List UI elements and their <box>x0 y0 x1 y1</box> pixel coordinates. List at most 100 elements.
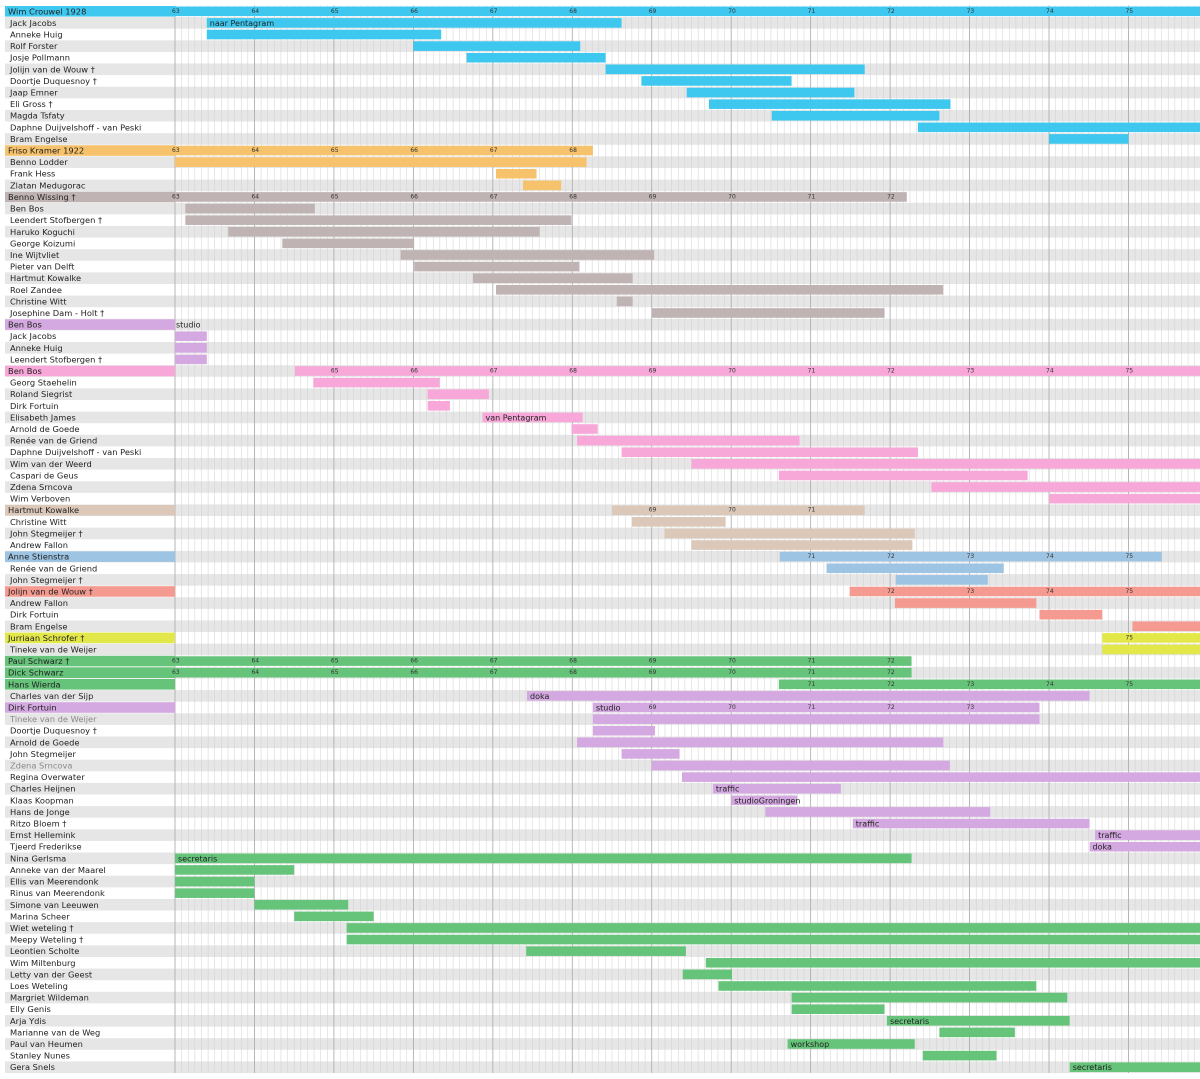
year-label: 71 <box>808 669 816 676</box>
row-stripe <box>5 968 1200 981</box>
tenure-bar <box>414 261 580 272</box>
year-label: 67 <box>490 658 498 665</box>
person-name: Ernst Hellemink <box>10 830 76 840</box>
year-label: 71 <box>808 193 816 200</box>
tenure-bar <box>894 598 1037 608</box>
person-name: Anneke van der Maarel <box>10 865 106 875</box>
person-name: Daphne Duijvelshoff - van Peski <box>10 447 141 457</box>
group-bar <box>778 679 1200 690</box>
person-name: Andrew Fallon <box>10 598 68 608</box>
year-label: 67 <box>490 147 498 154</box>
group-label-band <box>5 702 175 713</box>
person-name: Daphne Duijvelshoff - van Peski <box>10 122 141 132</box>
tenure-bar <box>1095 830 1200 840</box>
tenure-bar <box>523 180 562 191</box>
tenure-bar <box>686 87 855 98</box>
person-name: Charles Heijnen <box>10 784 76 794</box>
group-bar <box>175 145 593 156</box>
group-bar <box>1102 633 1200 643</box>
year-label: 63 <box>172 658 180 665</box>
tenure-bar <box>175 876 255 887</box>
row-stripe <box>5 86 1200 99</box>
year-label: 66 <box>410 8 418 15</box>
year-label: 72 <box>887 681 895 688</box>
person-name: Zdena Srncova <box>10 482 72 492</box>
person-name: Margriet Wildeman <box>10 993 89 1003</box>
person-name: Stanley Nunes <box>10 1051 70 1061</box>
person-name: Elisabeth James <box>10 412 76 422</box>
tenure-bar <box>592 714 1040 724</box>
year-label: 75 <box>1125 553 1133 560</box>
year-label: 66 <box>410 669 418 676</box>
person-name: Zlatan Medugorac <box>10 180 86 190</box>
rows: 63 64 65 66 67 68 69 70 71 72 73 74 75 Wim Crouwel 19… <box>5 6 1200 1072</box>
tenure-bar <box>592 725 655 736</box>
person-name: Jolijn van de Wouw † <box>9 64 95 74</box>
year-label: 70 <box>728 704 736 711</box>
person-name: Bram Engelse <box>10 134 68 144</box>
row-stripe <box>5 875 1200 888</box>
tenure-bar <box>294 911 374 922</box>
tenure-bar <box>346 934 1200 945</box>
bar-label: traffic <box>856 820 879 829</box>
tenure-bar <box>185 203 315 214</box>
year-label: 67 <box>490 193 498 200</box>
tenure-bar <box>571 424 598 434</box>
year-label: 71 <box>808 8 816 15</box>
tenure-bar <box>712 783 841 794</box>
tenure-bar <box>922 1050 997 1061</box>
year-label: 73 <box>967 588 975 595</box>
year-label: 63 <box>172 669 180 676</box>
tenure-bar <box>826 563 1004 574</box>
year-label: 72 <box>887 193 895 200</box>
person-name: Benno Wissing † <box>8 192 76 202</box>
year-label: 70 <box>728 658 736 665</box>
year-label: 71 <box>808 507 816 514</box>
year-label: 66 <box>410 193 418 200</box>
person-name: Tjeerd Frederikse <box>9 842 82 852</box>
person-name: Hans de Jonge <box>10 807 70 817</box>
row-stripe <box>5 806 1200 818</box>
person-name: Anneke Huig <box>10 343 63 353</box>
tenure-bar <box>1069 1062 1200 1072</box>
tenure-bar <box>175 865 295 875</box>
group-label-band <box>5 145 175 156</box>
tenure-bar <box>496 168 537 179</box>
person-name: Renée van de Griend <box>10 563 97 573</box>
bar-label: traffic <box>716 785 739 794</box>
bar-label: studioGroningen <box>734 796 800 805</box>
year-label: 73 <box>967 704 975 711</box>
person-name: Hartmut Kowalke <box>10 273 81 283</box>
person-name: Regina Overwater <box>10 772 85 782</box>
tenure-bar <box>641 76 792 86</box>
tenure-bar <box>664 528 915 539</box>
tenure-bar <box>852 818 1090 829</box>
year-label: 69 <box>649 669 657 676</box>
tenure-bar <box>931 482 1200 492</box>
person-name: Marina Scheer <box>10 911 70 921</box>
person-name: Tineke van de Weijer <box>9 714 97 724</box>
row-stripe <box>5 550 1200 563</box>
group-bar <box>175 656 912 666</box>
group-label-band <box>5 504 175 516</box>
year-label: 72 <box>887 704 895 711</box>
tenure-bar <box>681 772 1200 782</box>
year-label: 68 <box>569 147 577 154</box>
group-bar <box>612 505 865 516</box>
person-name: Benno Lodder <box>10 157 68 167</box>
tenure-bar <box>778 470 1028 481</box>
person-name: Leontien Scholte <box>10 946 79 956</box>
tenure-bar <box>1102 644 1200 655</box>
tenure-bar <box>651 760 950 771</box>
tenure-bar <box>427 401 450 411</box>
background <box>5 17 1200 1073</box>
person-name: Hartmut Kowalke <box>8 505 79 515</box>
tenure-bar <box>621 447 918 458</box>
tenure-bar <box>482 412 583 423</box>
tenure-bar <box>413 41 581 51</box>
tenure-bar <box>886 1015 1070 1026</box>
tenure-bar <box>206 29 442 40</box>
year-label: 72 <box>887 669 895 676</box>
person-name: Hans Wierda <box>8 679 61 689</box>
group-label-band <box>5 655 175 667</box>
